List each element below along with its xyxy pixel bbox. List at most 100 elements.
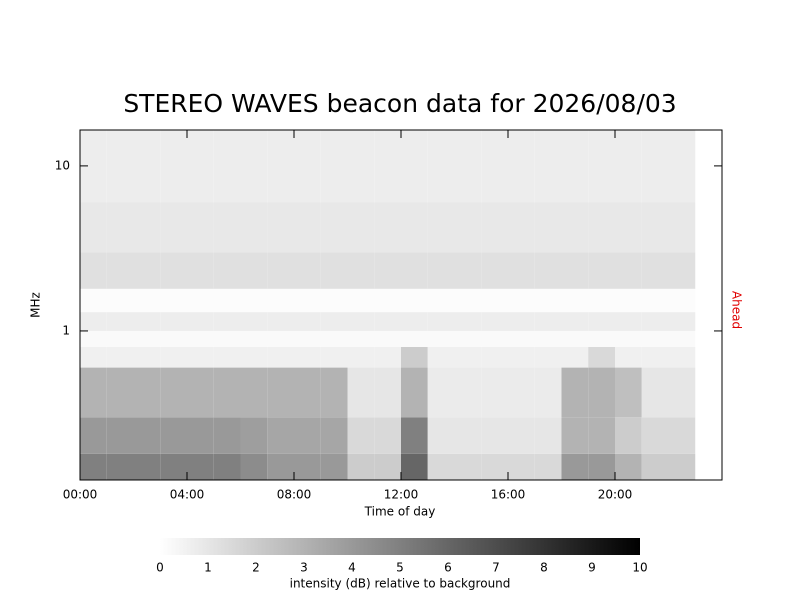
heat-cell — [374, 312, 401, 331]
heat-cell — [80, 312, 107, 331]
heat-cell — [187, 367, 214, 418]
heat-cell — [561, 288, 589, 313]
heat-cell — [615, 312, 642, 331]
heat-cell — [427, 417, 455, 454]
heat-cell — [294, 417, 321, 454]
heat-cell — [240, 330, 268, 347]
heat-cell — [427, 312, 455, 331]
heat-cell — [347, 252, 375, 289]
heat-cell — [615, 453, 642, 480]
heat-cell — [561, 346, 589, 368]
heat-cell — [320, 130, 348, 203]
heat-cell — [427, 130, 455, 203]
heat-cell — [641, 202, 669, 253]
heat-cell — [160, 252, 187, 289]
heat-cell — [508, 367, 535, 418]
heat-cell — [374, 330, 401, 347]
heat-cell — [481, 453, 508, 480]
heat-cell — [561, 252, 589, 289]
heat-cell — [534, 330, 562, 347]
heat-cell — [561, 453, 589, 480]
heat-cell — [481, 367, 508, 418]
heat-cell — [401, 202, 428, 253]
colorbar-tick-label: 5 — [396, 561, 404, 575]
heat-cell — [187, 202, 214, 253]
heat-cell — [160, 312, 187, 331]
heat-cell — [668, 453, 696, 480]
heat-cell — [481, 288, 508, 313]
chart-title: STEREO WAVES beacon data for 2026/08/03 — [123, 89, 676, 118]
heat-cell — [240, 346, 268, 368]
heat-cell — [427, 288, 455, 313]
side-label: Ahead — [730, 291, 744, 329]
heat-cell — [615, 288, 642, 313]
heat-cell — [615, 367, 642, 418]
colorbar-tick-label: 4 — [348, 561, 356, 575]
heat-cell — [615, 330, 642, 347]
heat-cell — [80, 453, 107, 480]
heat-cell — [508, 202, 535, 253]
heat-cell — [668, 130, 696, 203]
heat-cell — [641, 312, 669, 331]
heat-cell — [454, 288, 482, 313]
heat-cell — [240, 453, 268, 480]
x-tick-label: 16:00 — [491, 488, 526, 502]
x-tick-label: 08:00 — [277, 488, 312, 502]
colorbar-label: intensity (dB) relative to background — [290, 577, 511, 591]
y-axis-label: MHz — [29, 292, 43, 318]
heat-cell — [347, 202, 375, 253]
heat-cell — [508, 130, 535, 203]
heat-cell — [401, 346, 428, 368]
heat-cell — [534, 312, 562, 331]
heat-cell — [80, 346, 107, 368]
heat-cell — [641, 367, 669, 418]
heat-cell — [534, 453, 562, 480]
heat-cell — [320, 367, 348, 418]
heat-cell — [641, 346, 669, 368]
heat-cell — [588, 330, 615, 347]
heat-cell — [187, 453, 214, 480]
colorbar-tick-label: 9 — [588, 561, 596, 575]
heat-cell — [534, 202, 562, 253]
heat-cell — [80, 202, 107, 253]
heat-cell — [454, 202, 482, 253]
heat-cell — [374, 202, 401, 253]
heat-cell — [80, 252, 107, 289]
heat-cell — [320, 288, 348, 313]
heat-cell — [668, 202, 696, 253]
heat-cell — [454, 252, 482, 289]
heat-cell — [106, 130, 134, 203]
heat-cell — [294, 346, 321, 368]
heat-cell — [294, 288, 321, 313]
heat-cell — [561, 367, 589, 418]
heat-cell — [267, 367, 294, 418]
y-tick-label: 1 — [62, 323, 70, 337]
heat-cell — [133, 252, 161, 289]
heat-cell — [320, 453, 348, 480]
heat-cell — [401, 330, 428, 347]
heat-cell — [668, 330, 696, 347]
heat-cell — [160, 288, 187, 313]
heat-cell — [588, 367, 615, 418]
heat-cell — [240, 367, 268, 418]
x-tick-label: 04:00 — [170, 488, 205, 502]
heat-cell — [160, 346, 187, 368]
heat-cell — [454, 367, 482, 418]
heat-cell — [106, 252, 134, 289]
heat-cell — [347, 330, 375, 347]
heat-cell — [347, 453, 375, 480]
heat-cell — [294, 312, 321, 331]
heat-cell — [588, 312, 615, 331]
heat-cell — [534, 130, 562, 203]
heat-cell — [187, 330, 214, 347]
heat-cell — [508, 252, 535, 289]
heat-cell — [267, 417, 294, 454]
heat-cell — [401, 417, 428, 454]
heat-cell — [588, 288, 615, 313]
heat-cell — [561, 417, 589, 454]
heat-cell — [80, 330, 107, 347]
heat-cell — [106, 330, 134, 347]
heat-cell — [427, 330, 455, 347]
heat-cell — [561, 202, 589, 253]
heat-cell — [508, 417, 535, 454]
